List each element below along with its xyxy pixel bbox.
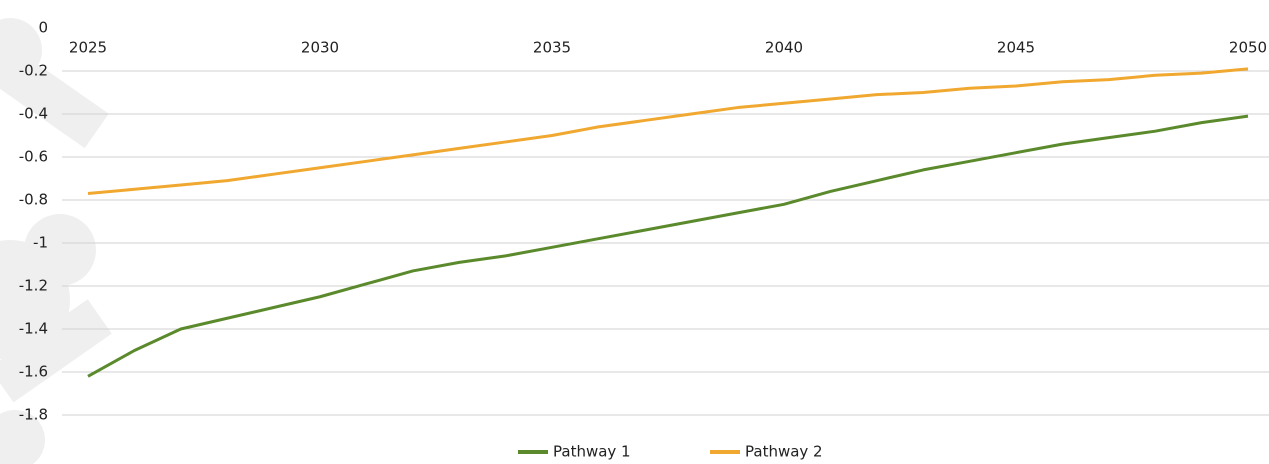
legend-label: Pathway 2 xyxy=(745,443,823,461)
chart: 0 -0.2 -0.4 -0.6 -0.8 -1 -1.2 -1.4 -1.6 -1.8 2025 2… xyxy=(0,0,1269,464)
x-tick-label: 2040 xyxy=(765,39,803,57)
y-tick-label: -1.2 xyxy=(19,277,48,295)
data-line xyxy=(88,116,1248,376)
x-tick-label: 2035 xyxy=(533,39,571,57)
y-tick-label: -0.6 xyxy=(19,148,48,166)
y-tick-label: -1.6 xyxy=(19,363,48,381)
page: {"chart_data": {"type": "line", "x": [20… xyxy=(0,0,1269,464)
background-decoration xyxy=(0,18,112,464)
y-tick-label: -1 xyxy=(33,234,48,252)
y-tick-label: -0.8 xyxy=(19,191,48,209)
y-tick-label: -0.4 xyxy=(19,105,48,123)
x-tick-label: 2045 xyxy=(997,39,1035,57)
y-tick-label: 0 xyxy=(38,19,48,37)
legend-label: Pathway 1 xyxy=(553,443,631,461)
data-line xyxy=(88,69,1248,194)
x-tick-label: 2050 xyxy=(1229,39,1267,57)
x-tick-label: 2025 xyxy=(69,39,107,57)
y-tick-label: -1.4 xyxy=(19,320,48,338)
x-tick-label: 2030 xyxy=(301,39,339,57)
y-tick-label: -0.2 xyxy=(19,62,48,80)
y-tick-label: -1.8 xyxy=(19,406,48,424)
